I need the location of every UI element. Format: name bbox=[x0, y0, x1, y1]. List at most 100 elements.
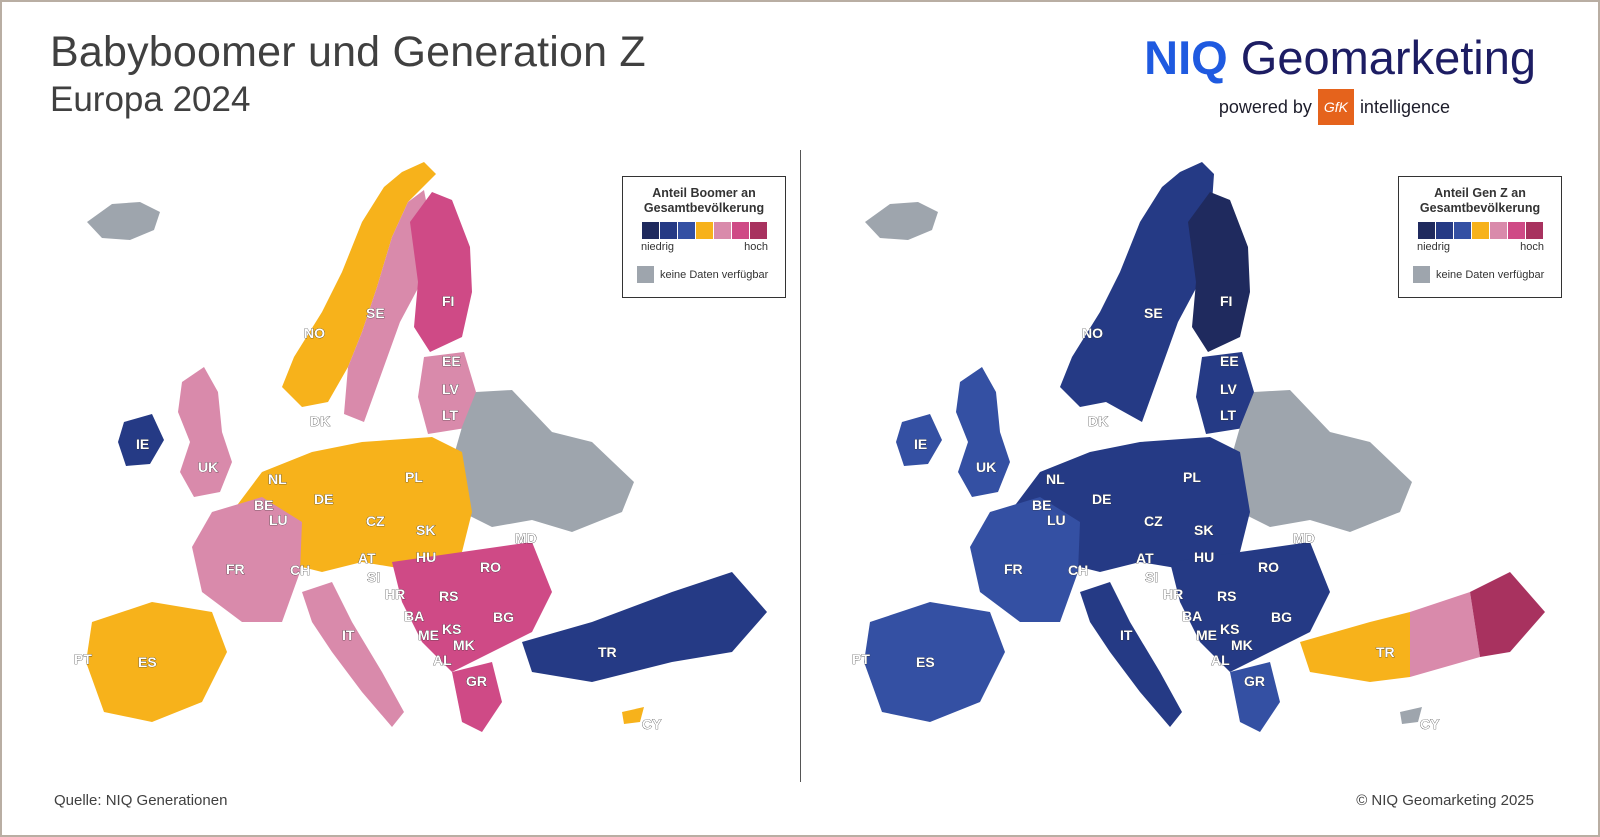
country-label-hu: HU bbox=[1194, 549, 1214, 565]
country-label-me: ME bbox=[418, 627, 439, 643]
country-label-mk: MK bbox=[453, 637, 475, 653]
country-label-uk: UK bbox=[976, 459, 996, 475]
country-label-fi: FI bbox=[1220, 293, 1232, 309]
country-label-hr: HR bbox=[385, 586, 405, 602]
country-label-at: AT bbox=[358, 550, 376, 566]
region-iceland bbox=[87, 202, 160, 240]
country-label-cz: CZ bbox=[366, 513, 385, 529]
page-subtitle: Europa 2024 bbox=[50, 80, 251, 119]
region-greece bbox=[1230, 662, 1280, 732]
country-label-nl: NL bbox=[268, 471, 287, 487]
region-sweden bbox=[344, 190, 432, 422]
legend-swatch-6 bbox=[1507, 222, 1525, 239]
country-label-lu: LU bbox=[1047, 512, 1066, 528]
country-label-ba: BA bbox=[404, 608, 424, 624]
country-label-ee: EE bbox=[1220, 353, 1239, 369]
legend-swatch-1 bbox=[641, 222, 659, 239]
country-label-ie: IE bbox=[136, 436, 149, 452]
legend-swatch-2 bbox=[659, 222, 677, 239]
country-label-fi: FI bbox=[442, 293, 454, 309]
region-finland bbox=[410, 192, 472, 352]
country-label-it: IT bbox=[1120, 627, 1133, 643]
logo-product: Geomarketing bbox=[1240, 31, 1536, 84]
country-label-se: SE bbox=[366, 305, 385, 321]
country-label-cy: CY bbox=[642, 716, 662, 732]
legend-swatch-3 bbox=[677, 222, 695, 239]
region-balkans bbox=[1170, 542, 1330, 672]
country-label-pl: PL bbox=[1183, 469, 1201, 485]
country-label-gr: GR bbox=[1244, 673, 1265, 689]
no-data-swatch bbox=[1413, 266, 1430, 283]
country-label-pt: PT bbox=[852, 651, 870, 667]
country-label-mk: MK bbox=[1231, 637, 1253, 653]
gfk-logo: GfK bbox=[1317, 89, 1354, 125]
legend-low-label: niedrig bbox=[641, 241, 675, 253]
land-regions bbox=[86, 162, 767, 732]
country-label-gr: GR bbox=[466, 673, 487, 689]
region-turkey-central bbox=[1410, 592, 1480, 677]
legend-title-line1: Anteil Gen Z an bbox=[1434, 186, 1526, 200]
country-label-rs: RS bbox=[1217, 588, 1236, 604]
region-turkey bbox=[522, 572, 767, 682]
country-label-si: SI bbox=[367, 569, 380, 585]
boomer-legend: Anteil Boomer an Gesamtbevölkerung niedr… bbox=[622, 176, 786, 298]
region-norway bbox=[282, 162, 436, 407]
country-label-ks: KS bbox=[1220, 621, 1239, 637]
country-label-es: ES bbox=[138, 654, 157, 670]
region-ireland bbox=[118, 414, 164, 466]
country-label-lv: LV bbox=[1220, 381, 1238, 397]
country-label-de: DE bbox=[314, 491, 333, 507]
country-label-me: ME bbox=[1196, 627, 1217, 643]
country-label-cy: CY bbox=[1420, 716, 1440, 732]
source-note: Quelle: NIQ Generationen bbox=[54, 792, 228, 809]
region-scandinavia bbox=[1060, 162, 1214, 422]
country-label-hr: HR bbox=[1163, 586, 1183, 602]
country-label-tr: TR bbox=[1376, 644, 1395, 660]
no-data-label: keine Daten verfügbar bbox=[660, 268, 769, 281]
legend-high-label: hoch bbox=[744, 241, 768, 253]
country-label-uk: UK bbox=[198, 459, 218, 475]
region-ireland bbox=[896, 414, 942, 466]
genz-legend: Anteil Gen Z an Gesamtbevölkerung niedri… bbox=[1398, 176, 1562, 298]
country-label-no: NO bbox=[1082, 325, 1103, 341]
country-label-ee: EE bbox=[442, 353, 461, 369]
region-baltics bbox=[418, 352, 476, 434]
region-france bbox=[192, 497, 302, 622]
legend-swatch-7 bbox=[1525, 222, 1543, 239]
legend-low-label: niedrig bbox=[1417, 241, 1451, 253]
country-label-ch: CH bbox=[290, 562, 310, 578]
legend-swatch-5 bbox=[713, 222, 731, 239]
country-label-pt: PT bbox=[74, 651, 92, 667]
country-label-si: SI bbox=[1145, 569, 1158, 585]
country-label-md: MD bbox=[515, 530, 537, 546]
country-label-sk: SK bbox=[416, 522, 435, 538]
region-cyprus bbox=[622, 707, 644, 724]
legend-swatch-2 bbox=[1435, 222, 1453, 239]
region-greece bbox=[452, 662, 502, 732]
logo-brand: NIQ bbox=[1144, 31, 1228, 84]
country-label-be: BE bbox=[254, 497, 273, 513]
country-label-dk: DK bbox=[1088, 413, 1108, 429]
country-label-se: SE bbox=[1144, 305, 1163, 321]
legend-swatches bbox=[1399, 222, 1561, 239]
country-label-md: MD bbox=[1293, 530, 1315, 546]
country-label-ks: KS bbox=[442, 621, 461, 637]
country-label-fr: FR bbox=[1004, 561, 1023, 577]
country-label-ro: RO bbox=[480, 559, 501, 575]
region-cyprus bbox=[1400, 707, 1422, 724]
legend-title-line2: Gesamtbevölkerung bbox=[643, 201, 765, 215]
powered-by-text: powered by bbox=[1218, 96, 1312, 117]
no-data-swatch bbox=[637, 266, 654, 283]
country-label-al: AL bbox=[433, 652, 452, 668]
country-label-rs: RS bbox=[439, 588, 458, 604]
region-uk bbox=[956, 367, 1010, 497]
niq-logo: NIQ Geomarketing powered by GfK intellig… bbox=[1144, 30, 1536, 125]
country-label-lt: LT bbox=[1220, 407, 1237, 423]
region-iberia bbox=[864, 602, 1005, 722]
page-title: Babyboomer und Generation Z bbox=[50, 28, 646, 76]
region-turkey-west bbox=[1300, 612, 1410, 682]
